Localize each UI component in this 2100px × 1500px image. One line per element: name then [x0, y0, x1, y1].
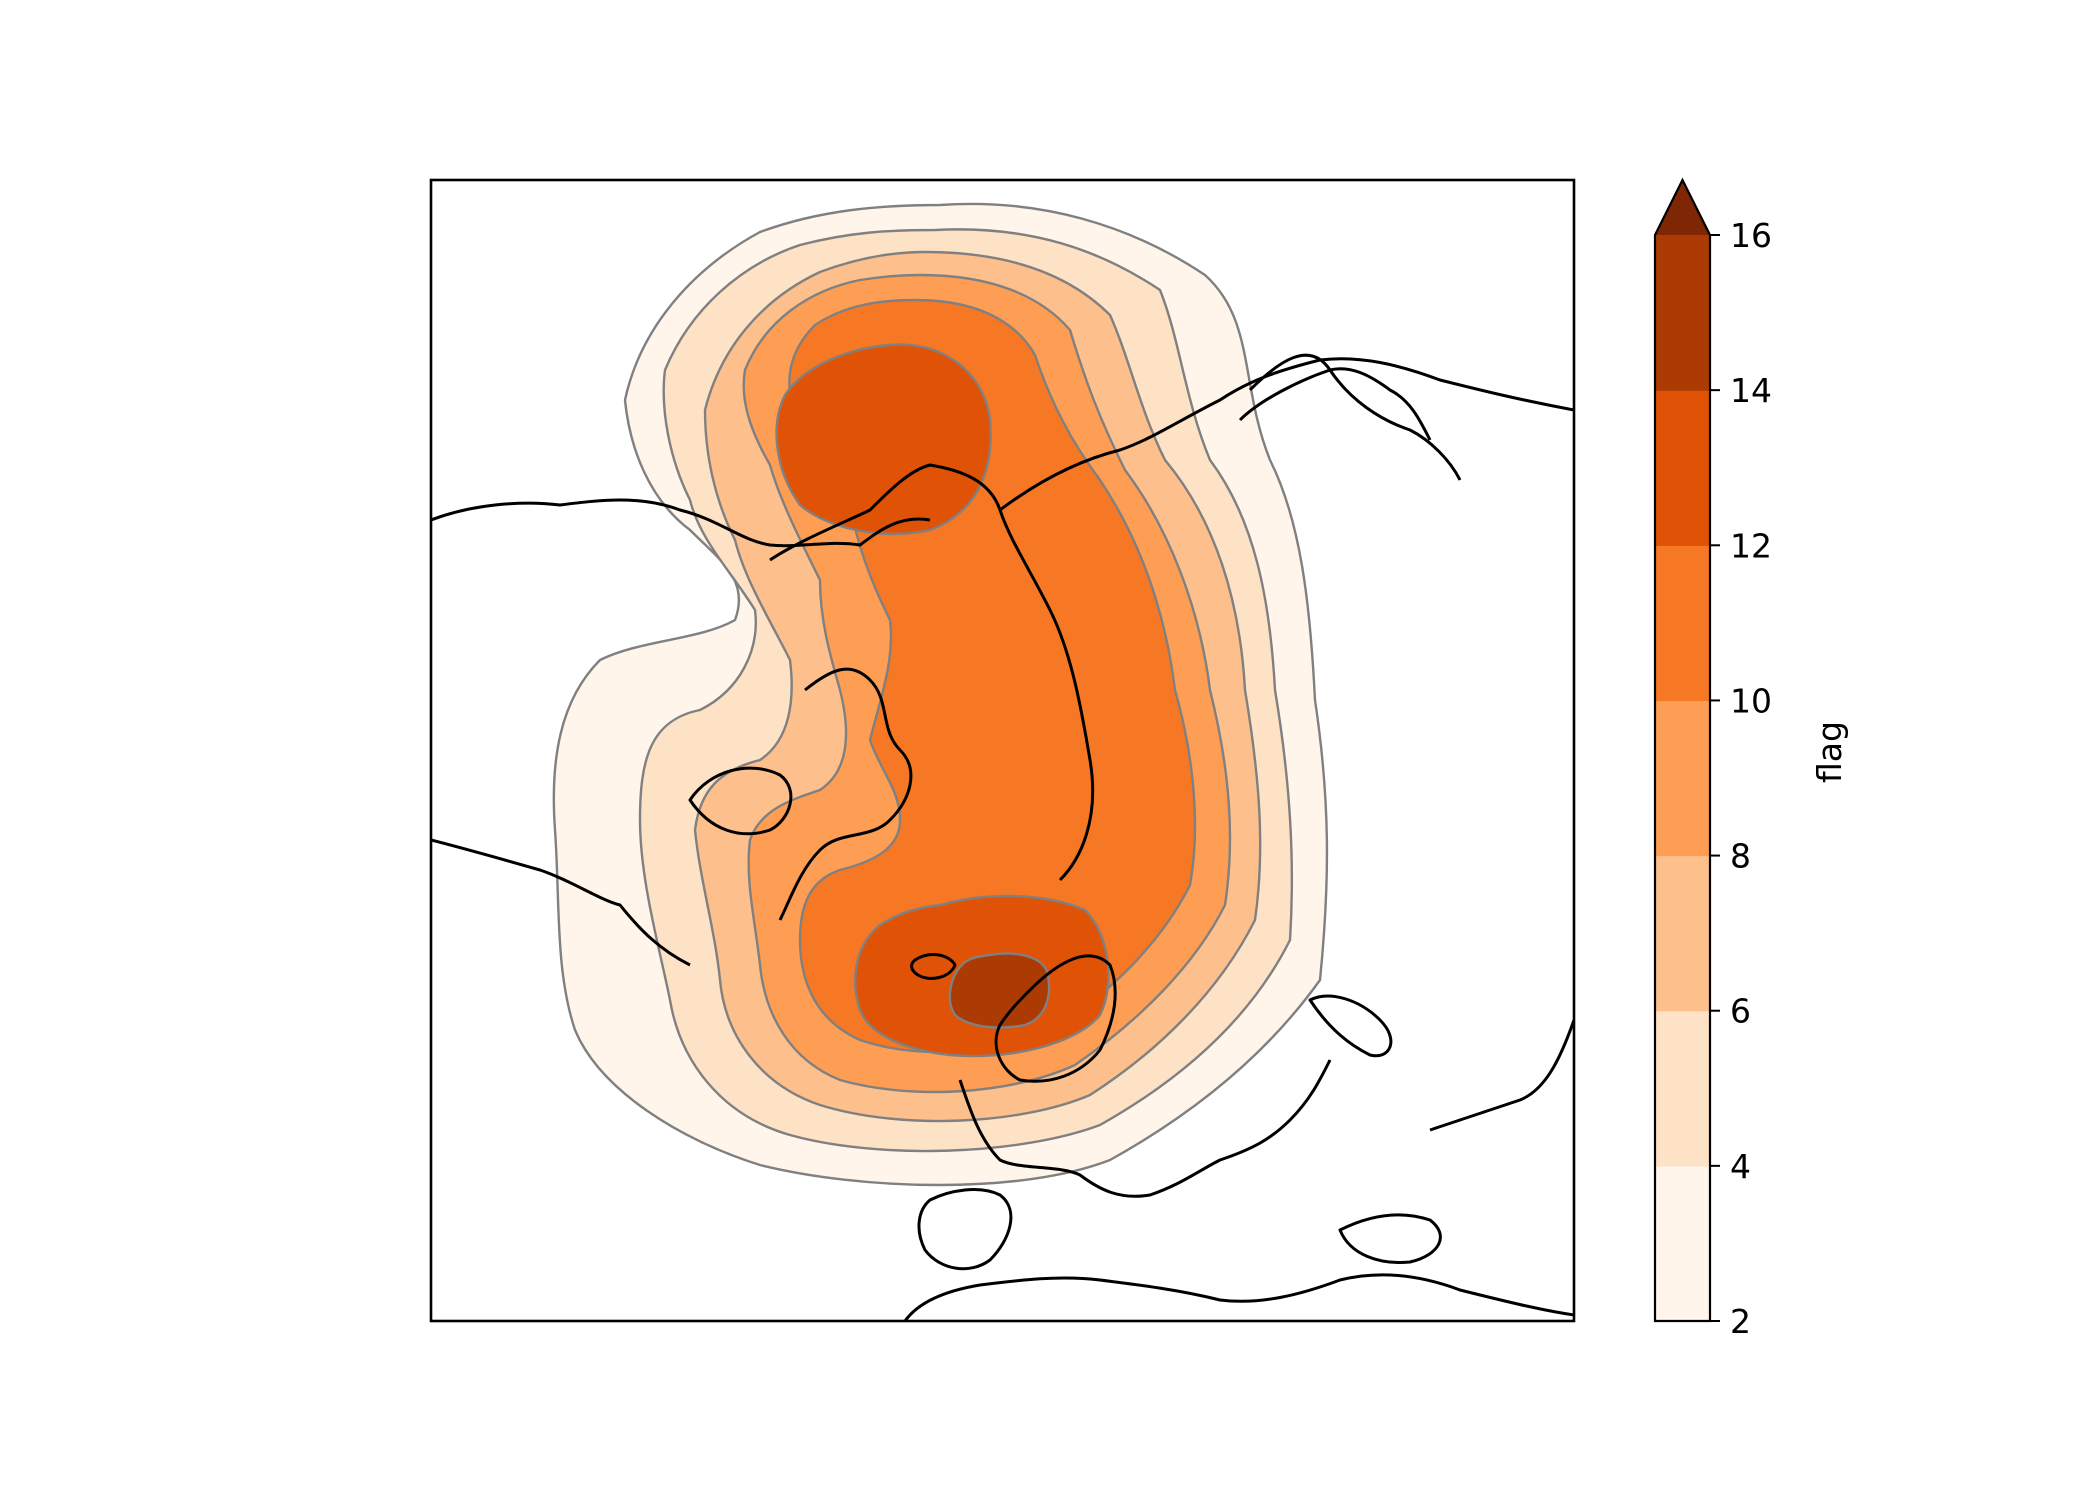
colorbar: 2 4 6 8 10 12 14 16 flag	[1653, 177, 1849, 1341]
coastline-north-america-east	[431, 838, 691, 967]
coastline-arctic-archipelago	[778, 667, 913, 921]
coastline-hudson-bay	[688, 766, 793, 836]
coastlines	[431, 353, 1574, 1321]
colorbar-tick-label: 10	[1730, 681, 1772, 720]
colorbar-tick-label: 16	[1730, 216, 1772, 255]
coastline-central-asia	[1429, 1019, 1574, 1132]
coastline-iberia	[917, 1188, 1013, 1271]
colorbar-segment-8-10	[1655, 700, 1710, 857]
colorbar-tick-label: 12	[1730, 526, 1772, 565]
colorbar-segment-4-6	[1655, 1010, 1710, 1167]
colorbar-tick-label: 6	[1730, 992, 1751, 1031]
colorbar-tick-label: 4	[1730, 1147, 1751, 1186]
coastline-novaya-zemlya	[1308, 994, 1393, 1058]
colorbar-segment-2-4	[1655, 1165, 1710, 1322]
colorbar-segments	[1653, 177, 1712, 1323]
coastline-europe	[958, 1059, 1332, 1198]
colorbar-ticks: 2 4 6 8 10 12 14 16	[1710, 216, 1772, 1341]
map-panel	[431, 180, 1574, 1321]
contour-fill-level-14	[948, 952, 1051, 1029]
coastline-greenland	[769, 463, 1095, 882]
coastline-black-sea	[1338, 1213, 1442, 1265]
coastline-scandinavia	[994, 954, 1117, 1083]
map-frame	[429, 178, 1576, 1323]
filled-contours	[552, 202, 1329, 1187]
colorbar-label: flag	[1810, 721, 1849, 783]
colorbar-segment-6-8	[1655, 855, 1710, 1012]
colorbar-segment-12-14	[1655, 390, 1710, 546]
coastline-chukotka	[1238, 367, 1432, 441]
contour-fill-level-12a	[775, 343, 992, 536]
coastline-mediterranean	[903, 1273, 1574, 1321]
colorbar-tick-label: 14	[1730, 371, 1772, 410]
colorbar-segment-14-16	[1655, 235, 1710, 391]
colorbar-outline	[1653, 177, 1712, 1323]
coastline-north-america-west	[431, 498, 931, 548]
colorbar-segment-10-12	[1655, 545, 1710, 702]
colorbar-extend-arrow	[1655, 180, 1710, 235]
coastline-siberia	[999, 357, 1574, 512]
coastline-east-siberia	[1248, 353, 1462, 481]
colorbar-tick-label: 2	[1730, 1302, 1751, 1341]
coastline-iceland	[910, 953, 957, 980]
colorbar-tick-label: 8	[1730, 837, 1751, 876]
